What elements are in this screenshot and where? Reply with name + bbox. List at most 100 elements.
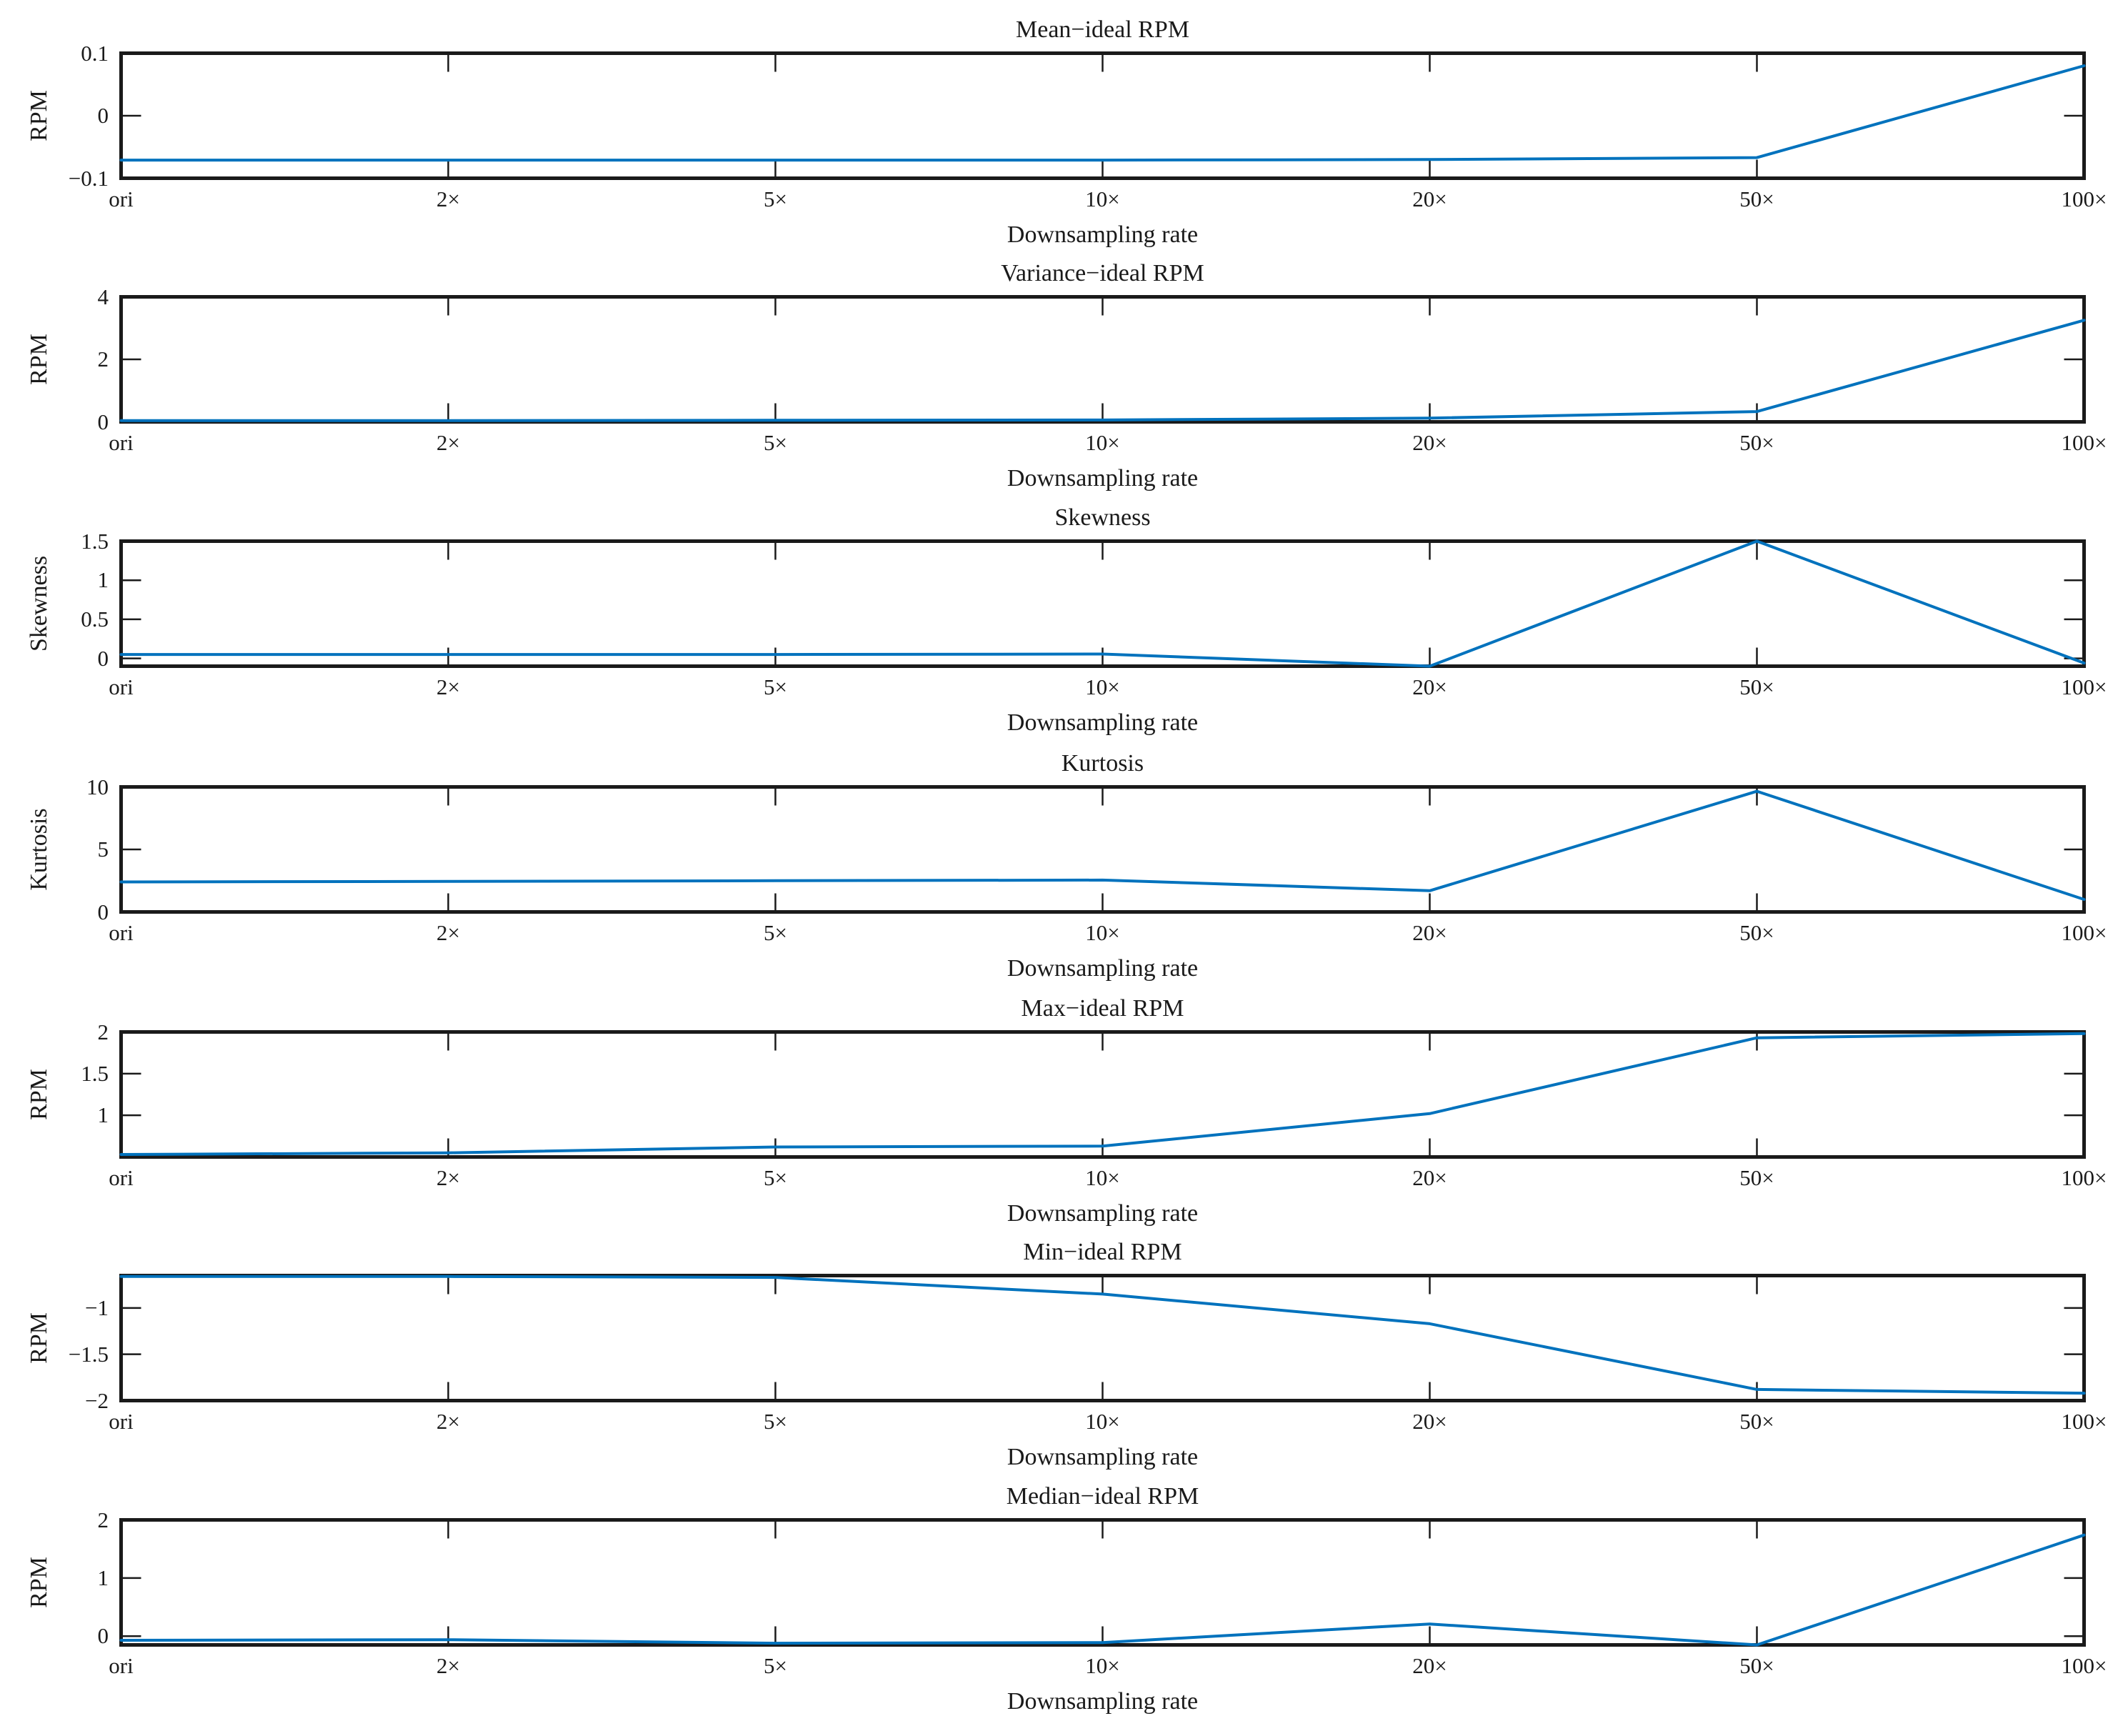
plot-area-max-ideal-rpm (119, 1030, 2086, 1159)
y-tick-label: 1 (97, 1102, 109, 1128)
axis-box (119, 1518, 2086, 1647)
x-tick-label: 100× (2061, 920, 2107, 945)
x-tick-label: 50× (1739, 186, 1774, 211)
data-line-kurtosis (119, 789, 2086, 901)
x-axis-label-kurtosis: Downsampling rate (1006, 955, 1199, 982)
axis-box (119, 539, 2086, 668)
x-tick-label: ori (109, 430, 134, 455)
y-tick-label: −2 (85, 1387, 109, 1413)
x-tick-label: 100× (2061, 430, 2107, 455)
x-axis-label-max-ideal-rpm: Downsampling rate (1006, 1200, 1199, 1227)
y-tick-label: 2 (97, 1019, 109, 1044)
data-line-min-ideal-rpm (119, 1274, 2086, 1395)
chart-title-skewness: Skewness (1054, 504, 1151, 531)
x-tick-label: 50× (1739, 1409, 1774, 1434)
x-tick-label: 2× (436, 1165, 460, 1190)
x-tick-label: 2× (436, 186, 460, 211)
y-tick-label: 0 (97, 409, 109, 434)
x-tick-label: 20× (1412, 186, 1447, 211)
x-tick-label: 5× (764, 430, 787, 455)
y-tick-label: 1.5 (81, 528, 109, 554)
chart-title-mean-ideal-rpm: Mean−ideal RPM (1016, 16, 1189, 43)
axis-box (119, 785, 2086, 914)
x-tick-label: 2× (436, 1409, 460, 1434)
x-tick-label: 20× (1412, 674, 1447, 699)
x-axis-label-skewness: Downsampling rate (1006, 709, 1199, 736)
x-tick-label: 10× (1085, 674, 1120, 699)
y-tick-label: 1 (97, 1565, 109, 1590)
plot-area-skewness (119, 539, 2086, 668)
data-line-mean-ideal-rpm (119, 64, 2086, 162)
x-tick-label: 2× (436, 920, 460, 945)
chart-title-median-ideal-rpm: Median−ideal RPM (1006, 1483, 1199, 1510)
y-tick-label: 0.1 (81, 40, 109, 66)
chart-title-max-ideal-rpm: Max−ideal RPM (1021, 995, 1184, 1022)
x-tick-label: 100× (2061, 1165, 2107, 1190)
x-tick-label: 5× (764, 674, 787, 699)
x-tick-label: 100× (2061, 186, 2107, 211)
x-axis-label-variance-ideal-rpm: Downsampling rate (1006, 465, 1199, 492)
y-tick-label: 0 (97, 645, 109, 671)
data-line-max-ideal-rpm (119, 1032, 2086, 1156)
y-tick-label: 1.5 (81, 1060, 109, 1086)
x-tick-label: 10× (1085, 1653, 1120, 1678)
plot-area-mean-ideal-rpm (119, 51, 2086, 180)
x-tick-label: 100× (2061, 674, 2107, 699)
x-tick-label: 5× (764, 1409, 787, 1434)
x-tick-label: 5× (764, 1165, 787, 1190)
plot-area-kurtosis (119, 785, 2086, 914)
y-tick-label: −1 (85, 1294, 109, 1320)
y-tick-label: 5 (97, 837, 109, 862)
x-tick-label: 50× (1739, 1653, 1774, 1678)
x-tick-label: 20× (1412, 430, 1447, 455)
x-tick-label: 50× (1739, 920, 1774, 945)
y-tick-label: −1.5 (68, 1341, 109, 1367)
plot-area-variance-ideal-rpm (119, 295, 2086, 424)
plot-area-min-ideal-rpm (119, 1274, 2086, 1402)
y-tick-label: 0 (97, 899, 109, 924)
y-tick-label: 0 (97, 1623, 109, 1649)
x-tick-label: 5× (764, 920, 787, 945)
x-tick-label: ori (109, 1653, 134, 1678)
x-tick-label: 2× (436, 1653, 460, 1678)
x-tick-label: ori (109, 186, 134, 211)
x-tick-label: 10× (1085, 1409, 1120, 1434)
y-tick-label: 4 (97, 284, 109, 309)
chart-title-min-ideal-rpm: Min−ideal RPM (1023, 1239, 1182, 1265)
x-tick-label: 20× (1412, 1653, 1447, 1678)
chart-title-variance-ideal-rpm: Variance−ideal RPM (1001, 260, 1204, 286)
x-tick-label: ori (109, 674, 134, 699)
x-tick-label: 20× (1412, 1409, 1447, 1434)
x-tick-label: 2× (436, 674, 460, 699)
x-tick-label: 2× (436, 430, 460, 455)
y-tick-label: −0.1 (68, 165, 109, 191)
data-line-variance-ideal-rpm (119, 319, 2086, 422)
x-tick-label: 100× (2061, 1409, 2107, 1434)
x-tick-label: 50× (1739, 674, 1774, 699)
x-tick-label: 10× (1085, 186, 1120, 211)
y-tick-label: 2 (97, 1507, 109, 1532)
x-tick-label: 20× (1412, 920, 1447, 945)
y-tick-label: 2 (97, 346, 109, 371)
x-tick-label: 20× (1412, 1165, 1447, 1190)
y-tick-label: 1 (97, 567, 109, 593)
axis-box (119, 1030, 2086, 1159)
x-tick-label: ori (109, 920, 134, 945)
x-tick-label: 100× (2061, 1653, 2107, 1678)
x-axis-label-mean-ideal-rpm: Downsampling rate (1006, 221, 1199, 248)
x-tick-label: ori (109, 1409, 134, 1434)
x-tick-label: 50× (1739, 1165, 1774, 1190)
x-tick-label: ori (109, 1165, 134, 1190)
x-axis-label-median-ideal-rpm: Downsampling rate (1006, 1688, 1199, 1715)
x-tick-label: 50× (1739, 430, 1774, 455)
chart-title-kurtosis: Kurtosis (1061, 750, 1144, 777)
y-tick-label: 0 (97, 103, 109, 128)
data-line-skewness (119, 539, 2086, 668)
x-tick-label: 5× (764, 186, 787, 211)
x-tick-label: 5× (764, 1653, 787, 1678)
y-tick-label: 0.5 (81, 606, 109, 632)
x-tick-label: 10× (1085, 920, 1120, 945)
data-line-median-ideal-rpm (119, 1533, 2086, 1647)
y-tick-label: 10 (86, 774, 109, 799)
